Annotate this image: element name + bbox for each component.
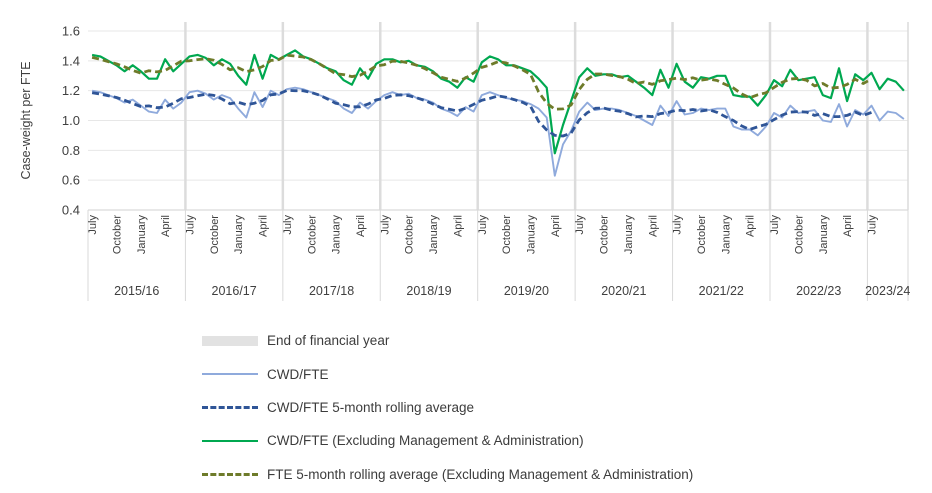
legend-label: CWD/FTE 5-month rolling average <box>267 399 475 415</box>
x-tick-label-month: April <box>745 215 757 237</box>
y-tick-label: 1.2 <box>62 83 80 98</box>
x-tick-label-month: July <box>477 215 489 235</box>
chart-plot-area: 1.6 1.4 1.2 1.0 0.8 0.6 0.4 Case-weight per FTE… <box>19 22 910 301</box>
y-tick-label: 1.6 <box>62 24 80 39</box>
chart-legend: End of financial year CWD/FTE CWD/FTE 5-mo… <box>202 324 693 491</box>
legend-item: CWD/FTE <box>202 357 693 390</box>
x-tick-label-month: July <box>87 215 99 235</box>
y-tick-label: 1.4 <box>62 53 80 68</box>
x-tick-label-month: January <box>136 215 148 255</box>
x-tick-label-month: October <box>599 215 611 254</box>
x-tick-label-month: October <box>111 215 123 254</box>
x-tick-label-month: January <box>818 215 830 255</box>
x-tick-label-month: April <box>550 215 562 237</box>
x-tick-label-month: July <box>769 215 781 235</box>
x-tick-label-month: April <box>842 215 854 237</box>
legend-label: CWD/FTE <box>267 366 329 382</box>
series-line-cwd-fte <box>91 86 905 177</box>
x-tick-label-month: October <box>793 215 805 254</box>
x-tick-label-month: October <box>501 215 513 254</box>
x-year-label: 2020/21 <box>601 284 646 298</box>
x-tick-label-month: April <box>452 215 464 237</box>
series-line-cwd-fte-month-rolling-average <box>91 89 872 138</box>
case-weight-per-fte-chart: 1.6 1.4 1.2 1.0 0.8 0.6 0.4 Case-weight per FTE… <box>19 22 910 301</box>
x-tick-label-month: July <box>672 215 684 235</box>
y-tick-label: 0.4 <box>62 203 80 218</box>
series-line-cwd-fte-excluding-management-administration- <box>91 49 905 155</box>
legend-label: CWD/FTE (Excluding Management & Administ… <box>267 433 584 449</box>
series-line-fte-month-rolling-average-excluding-management-administration- <box>91 53 873 111</box>
x-tick-label-month: October <box>209 215 221 254</box>
x-year-label: 2018/19 <box>406 284 451 298</box>
x-year-label: 2015/16 <box>114 284 159 298</box>
legend-item: FTE 5-month rolling average (Excluding M… <box>202 458 693 491</box>
x-tick-label-month: July <box>574 215 586 235</box>
legend-item: End of financial year <box>202 324 693 357</box>
legend-label: End of financial year <box>267 333 390 349</box>
x-tick-label-month: October <box>306 215 318 254</box>
legend-swatch-dashed <box>202 472 258 476</box>
y-axis-title: Case-weight per FTE <box>19 61 33 179</box>
x-tick-label-month: July <box>866 215 878 235</box>
x-year-label: 2022/23 <box>796 284 841 298</box>
x-tick-label-month: January <box>331 215 343 255</box>
x-year-label: 2017/18 <box>309 284 354 298</box>
y-tick-label: 0.6 <box>62 173 80 188</box>
legend-swatch-solid <box>202 373 258 376</box>
x-tick-label-month: January <box>623 215 635 255</box>
x-tick-label-month: January <box>233 215 245 255</box>
legend-swatch-solid <box>202 439 258 442</box>
x-tick-label-month: October <box>404 215 416 254</box>
legend-item: CWD/FTE 5-month rolling average <box>202 391 693 424</box>
x-tick-label-month: January <box>720 215 732 255</box>
x-tick-label-month: April <box>160 215 172 237</box>
legend-item: CWD/FTE (Excluding Management & Administ… <box>202 424 693 457</box>
x-year-label: 2021/22 <box>699 284 744 298</box>
x-tick-label-month: July <box>379 215 391 235</box>
x-tick-label-month: October <box>696 215 708 254</box>
x-tick-label-month: April <box>647 215 659 237</box>
legend-swatch-band <box>202 335 258 346</box>
y-tick-label: 0.8 <box>62 143 80 158</box>
x-tick-label-month: April <box>355 215 367 237</box>
x-year-label: 2019/20 <box>504 284 549 298</box>
x-year-label: 2023/24 <box>865 284 910 298</box>
x-year-label: 2016/17 <box>212 284 257 298</box>
x-tick-label-month: January <box>428 215 440 255</box>
x-tick-label-month: July <box>282 215 294 235</box>
x-tick-label-month: January <box>525 215 537 255</box>
legend-swatch-dashed <box>202 405 258 409</box>
x-tick-label-month: July <box>184 215 196 235</box>
x-tick-label-month: April <box>258 215 270 237</box>
legend-label: FTE 5-month rolling average (Excluding M… <box>267 466 694 482</box>
y-tick-label: 1.0 <box>62 113 80 128</box>
